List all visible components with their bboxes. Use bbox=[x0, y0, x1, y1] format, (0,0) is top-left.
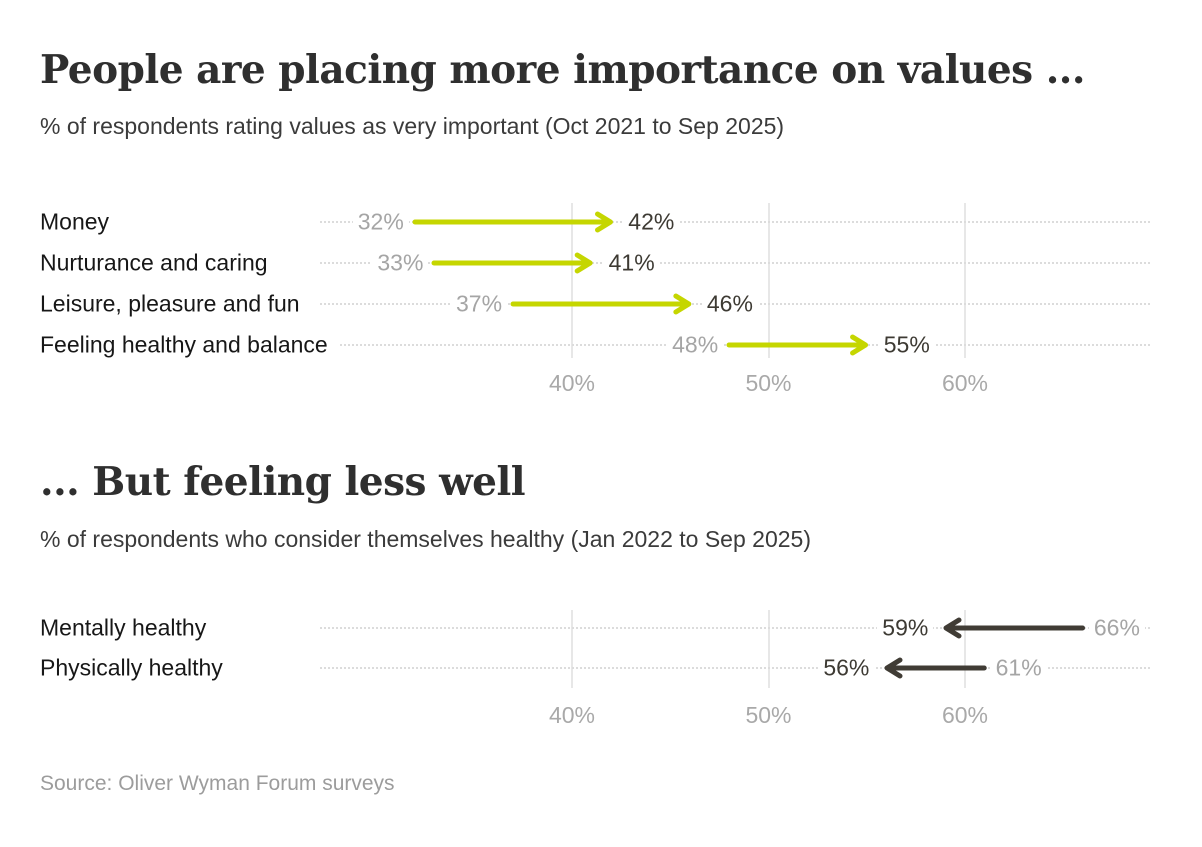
start-value-label: 48% bbox=[667, 330, 724, 360]
increase-arrow bbox=[412, 211, 613, 233]
category-label: Leisure, pleasure and fun bbox=[40, 290, 310, 318]
x-tick-label: 60% bbox=[941, 370, 989, 396]
chart1-title: People are placing more importance on va… bbox=[40, 47, 1085, 93]
chart2-subtitle: % of respondents who consider themselves… bbox=[40, 526, 811, 552]
category-label: Money bbox=[40, 208, 120, 236]
x-gridline bbox=[964, 203, 966, 358]
start-value-label: 33% bbox=[372, 248, 429, 278]
source-note: Source: Oliver Wyman Forum surveys bbox=[40, 772, 395, 795]
increase-arrow bbox=[726, 334, 869, 356]
x-gridline bbox=[964, 610, 966, 688]
start-value-label: 61% bbox=[990, 653, 1047, 683]
row-leader-line bbox=[320, 667, 1150, 669]
category-label: Feeling healthy and balance bbox=[40, 331, 338, 359]
end-value-label: 42% bbox=[623, 207, 680, 237]
chart2-title: ... But feeling less well bbox=[40, 459, 526, 505]
category-label: Nurturance and caring bbox=[40, 249, 278, 277]
increase-arrow bbox=[510, 293, 692, 315]
x-tick-label: 50% bbox=[745, 370, 792, 396]
decrease-arrow bbox=[884, 657, 988, 679]
end-value-label: 41% bbox=[603, 248, 660, 278]
end-value-label: 55% bbox=[878, 330, 935, 360]
row-leader-line bbox=[320, 262, 1150, 264]
x-gridline bbox=[767, 610, 770, 688]
category-label: Mentally healthy bbox=[40, 614, 217, 642]
chart1-subtitle: % of respondents rating values as very i… bbox=[40, 113, 785, 139]
end-value-label: 59% bbox=[877, 613, 934, 643]
category-label: Physically healthy bbox=[40, 654, 233, 682]
x-tick-label: 60% bbox=[941, 702, 989, 728]
end-value-label: 56% bbox=[818, 653, 875, 683]
decrease-arrow bbox=[943, 617, 1086, 639]
end-value-label: 46% bbox=[701, 289, 758, 319]
x-tick-label: 50% bbox=[745, 702, 792, 728]
x-gridline bbox=[571, 610, 573, 688]
start-value-label: 32% bbox=[352, 207, 409, 237]
row-leader-line bbox=[320, 627, 1150, 629]
chart2-plot-area: Mentally healthy 66% 59% Physically healthy… bbox=[0, 600, 1202, 735]
x-tick-label: 40% bbox=[548, 370, 596, 396]
chart1-plot-area: Money 32% 42% Nurturance and caring 33% 41% Le… bbox=[0, 196, 1202, 406]
x-gridline bbox=[571, 203, 573, 358]
x-gridline bbox=[767, 203, 770, 358]
start-value-label: 66% bbox=[1088, 613, 1145, 643]
row-leader-line bbox=[320, 221, 1150, 223]
increase-arrow bbox=[431, 252, 594, 274]
x-tick-label: 40% bbox=[548, 702, 596, 728]
start-value-label: 37% bbox=[451, 289, 508, 319]
